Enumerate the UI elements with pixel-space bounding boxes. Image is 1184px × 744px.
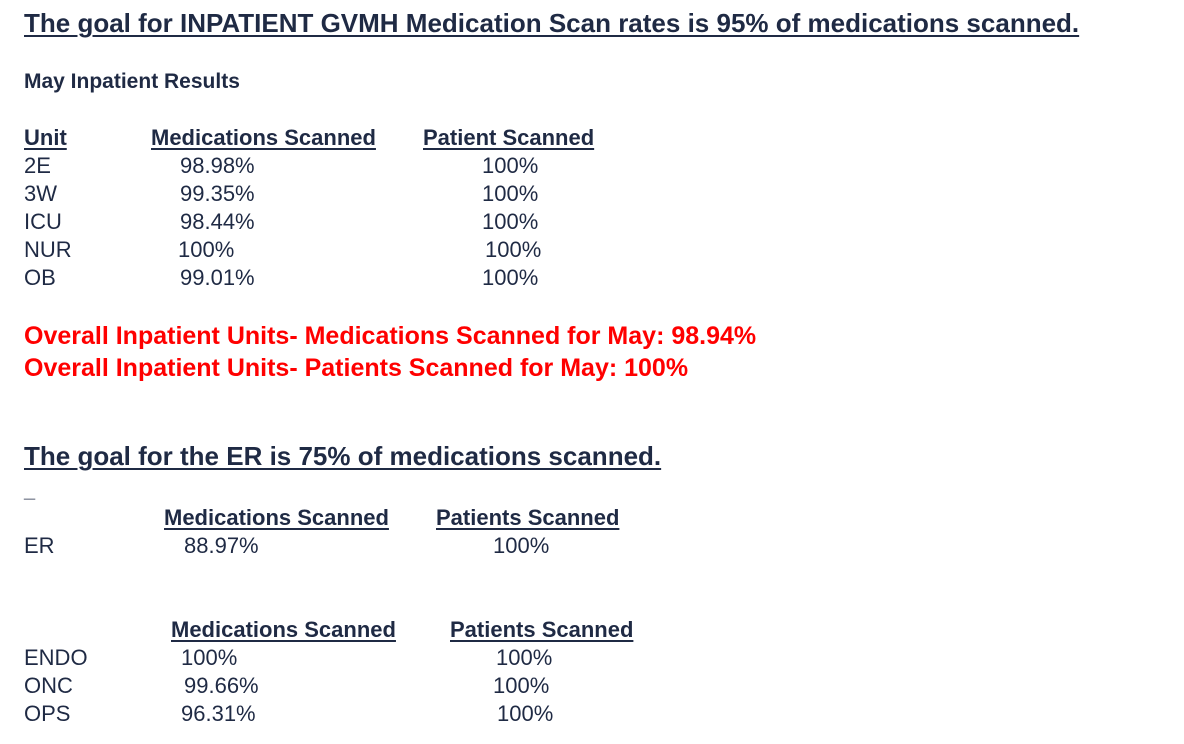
table-row-unit: ICU (24, 209, 62, 234)
header-medications-scanned: Medications Scanned (151, 125, 376, 150)
table-row-meds: 99.35% (180, 181, 255, 206)
header-unit: Unit (24, 125, 67, 150)
table-row-unit: 3W (24, 181, 57, 206)
header-medications-scanned: Medications Scanned (164, 505, 389, 530)
table-row-unit: ONC (24, 673, 73, 698)
er-goal-heading: The goal for the ER is 75% of medication… (24, 441, 662, 471)
table-row-unit: 2E (24, 153, 51, 178)
table-row-meds: 99.01% (180, 265, 255, 290)
page-title: The goal for INPATIENT GVMH Medication S… (24, 8, 1080, 38)
header-patients-scanned: Patients Scanned (436, 505, 620, 530)
table-row-patients: 100% (482, 209, 539, 234)
table-row-patients: 100% (493, 673, 550, 698)
table-row-meds: 100% (181, 645, 238, 670)
table-row-patients: 100% (482, 265, 539, 290)
dash-mark: _ (24, 480, 36, 502)
header-medications-scanned: Medications Scanned (171, 617, 396, 642)
table-row-patients: 100% (482, 153, 539, 178)
table-row-unit: ER (24, 533, 55, 558)
table-row-unit: OPS (24, 701, 71, 726)
table-row-patients: 100% (497, 701, 554, 726)
overall-patients-scanned: Overall Inpatient Units- Patients Scanne… (24, 354, 689, 382)
table-row-meds: 98.98% (180, 153, 255, 178)
table-row-unit: NUR (24, 237, 72, 262)
table-row-meds: 88.97% (184, 533, 259, 558)
table-row-patients: 100% (493, 533, 550, 558)
table-row-meds: 98.44% (180, 209, 255, 234)
table-row-unit: ENDO (24, 645, 88, 670)
table-row-unit: OB (24, 265, 56, 290)
header-patients-scanned: Patients Scanned (450, 617, 634, 642)
overall-meds-scanned: Overall Inpatient Units- Medications Sca… (24, 322, 757, 350)
table-row-meds: 96.31% (181, 701, 256, 726)
header-patient-scanned: Patient Scanned (423, 125, 595, 150)
table-row-meds: 100% (178, 237, 235, 262)
table-row-patients: 100% (496, 645, 553, 670)
table-row-patients: 100% (485, 237, 542, 262)
section-subtitle: May Inpatient Results (24, 70, 240, 93)
table-row-meds: 99.66% (184, 673, 259, 698)
table-row-patients: 100% (482, 181, 539, 206)
